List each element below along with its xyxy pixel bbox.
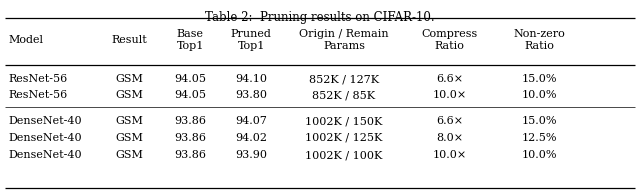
Text: 10.0×: 10.0× xyxy=(433,90,467,100)
Text: GSM: GSM xyxy=(116,133,143,143)
Text: 10.0%: 10.0% xyxy=(522,90,557,100)
Text: 8.0×: 8.0× xyxy=(436,133,463,143)
Text: 93.86: 93.86 xyxy=(174,150,206,160)
Text: DenseNet-40: DenseNet-40 xyxy=(8,116,82,126)
Text: 94.05: 94.05 xyxy=(174,74,206,84)
Text: Origin / Remain
Params: Origin / Remain Params xyxy=(299,29,389,51)
Text: Compress
Ratio: Compress Ratio xyxy=(422,29,477,51)
Text: Result: Result xyxy=(112,35,147,45)
Text: Pruned
Top1: Pruned Top1 xyxy=(231,29,271,51)
Text: 1002K / 150K: 1002K / 150K xyxy=(305,116,383,126)
Text: 15.0%: 15.0% xyxy=(522,116,557,126)
Text: 1002K / 125K: 1002K / 125K xyxy=(305,133,383,143)
Text: 93.86: 93.86 xyxy=(174,116,206,126)
Text: 12.5%: 12.5% xyxy=(522,133,557,143)
Text: Table 2:  Pruning results on CIFAR-10.: Table 2: Pruning results on CIFAR-10. xyxy=(205,11,435,24)
Text: GSM: GSM xyxy=(116,90,143,100)
Text: 93.86: 93.86 xyxy=(174,133,206,143)
Text: 93.90: 93.90 xyxy=(236,150,268,160)
Text: ResNet-56: ResNet-56 xyxy=(8,74,68,84)
Text: ResNet-56: ResNet-56 xyxy=(8,90,68,100)
Text: 10.0×: 10.0× xyxy=(433,150,467,160)
Text: Non-zero
Ratio: Non-zero Ratio xyxy=(513,29,565,51)
Text: 93.80: 93.80 xyxy=(236,90,268,100)
Text: Base
Top1: Base Top1 xyxy=(177,29,204,51)
Text: 15.0%: 15.0% xyxy=(522,74,557,84)
Text: 94.07: 94.07 xyxy=(236,116,267,126)
Text: 1002K / 100K: 1002K / 100K xyxy=(305,150,383,160)
Text: 94.05: 94.05 xyxy=(174,90,206,100)
Text: DenseNet-40: DenseNet-40 xyxy=(8,133,82,143)
Text: 6.6×: 6.6× xyxy=(436,116,463,126)
Text: DenseNet-40: DenseNet-40 xyxy=(8,150,82,160)
Text: GSM: GSM xyxy=(116,116,143,126)
Text: 852K / 127K: 852K / 127K xyxy=(309,74,379,84)
Text: GSM: GSM xyxy=(116,150,143,160)
Text: 94.10: 94.10 xyxy=(236,74,268,84)
Text: 94.02: 94.02 xyxy=(236,133,268,143)
Text: 6.6×: 6.6× xyxy=(436,74,463,84)
Text: GSM: GSM xyxy=(116,74,143,84)
Text: 852K / 85K: 852K / 85K xyxy=(312,90,376,100)
Text: 10.0%: 10.0% xyxy=(522,150,557,160)
Text: Model: Model xyxy=(8,35,44,45)
